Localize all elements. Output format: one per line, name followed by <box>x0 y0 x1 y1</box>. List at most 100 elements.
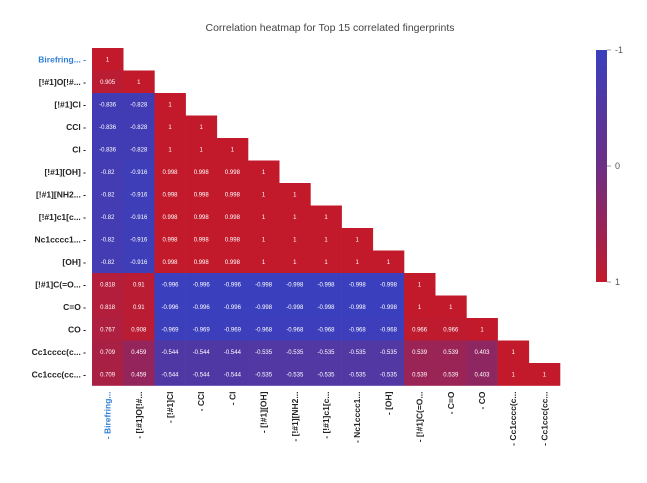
cell-value-label: -0.535 <box>380 372 398 378</box>
cell-value-label: 1 <box>449 305 453 311</box>
cell-value-label: -0.535 <box>255 372 273 378</box>
heatmap-cell <box>216 138 249 161</box>
heatmap-cell <box>185 115 218 139</box>
y-tick-label: [!#1][NH2... - <box>36 189 86 199</box>
colorbar-gradient <box>596 50 607 282</box>
cell-value-label: -0.544 <box>224 350 242 356</box>
heatmap-cell <box>123 228 155 251</box>
heatmap-cell <box>248 250 280 274</box>
heatmap-cell <box>92 228 124 251</box>
cell-value-label: 0.998 <box>225 260 241 266</box>
x-tick-label: - [!#1]c1[c... <box>321 392 331 439</box>
cell-value-label: 0.709 <box>100 372 116 378</box>
heatmap-cell <box>372 250 405 274</box>
heatmap-cell <box>341 228 374 251</box>
heatmap-cell <box>123 160 155 184</box>
heatmap-cell <box>154 318 186 341</box>
heatmap-cell <box>154 183 186 206</box>
cell-value-label: 1 <box>293 237 297 243</box>
cell-value-label: -0.916 <box>130 237 148 243</box>
cell-value-label: 0.905 <box>100 80 116 86</box>
cell-value-label: -0.82 <box>101 237 115 243</box>
cell-value-label: -0.544 <box>224 372 242 378</box>
heatmap-cell <box>279 205 311 229</box>
heatmap-cell <box>123 318 155 341</box>
cell-value-label: -0.82 <box>101 170 115 176</box>
cell-value-label: -0.968 <box>317 327 335 333</box>
heatmap-cell <box>92 93 124 116</box>
cell-value-label: 1 <box>262 237 266 243</box>
cell-value-label: 0.998 <box>162 215 178 221</box>
cell-value-label: 0.459 <box>131 350 147 356</box>
cell-value-label: 1 <box>106 57 110 63</box>
cell-value-label: -0.998 <box>286 282 304 288</box>
cell-value-label: -0.544 <box>193 372 211 378</box>
heatmap-cell <box>248 205 280 229</box>
heatmap-cell <box>497 363 530 386</box>
y-tick-label: CO - <box>68 324 86 334</box>
heatmap-cell <box>216 205 249 229</box>
x-tick-label: - CCl <box>196 392 206 412</box>
heatmap-cell <box>123 295 155 319</box>
heatmap-cell <box>216 340 249 364</box>
heatmap-cell <box>372 363 405 386</box>
y-tick-label: C=O - <box>63 302 86 312</box>
heatmap-cell <box>404 318 436 341</box>
cell-value-label: -0.544 <box>193 350 211 356</box>
cell-value-label: 0.998 <box>194 237 210 243</box>
cell-value-label: -0.82 <box>101 215 115 221</box>
cell-value-label: 0.998 <box>194 260 210 266</box>
y-tick-label: [!#1]O[!#... - <box>39 77 86 87</box>
heatmap-cell <box>185 138 218 161</box>
heatmap-cell <box>154 250 186 274</box>
cell-value-label: -0.916 <box>130 170 148 176</box>
x-tick-label: - [!#1]Cl <box>165 392 175 424</box>
cell-value-label: 0.998 <box>162 192 178 198</box>
cell-value-label: 0.998 <box>162 237 178 243</box>
heatmap-cell <box>123 138 155 161</box>
cell-value-label: -0.969 <box>224 327 242 333</box>
heatmap-cell <box>185 340 218 364</box>
heatmap-cell <box>248 228 280 251</box>
cell-value-label: 0.998 <box>194 192 210 198</box>
heatmap-cell <box>154 138 186 161</box>
cell-value-label: -0.836 <box>99 147 117 153</box>
cell-value-label: 0.998 <box>162 260 178 266</box>
heatmap-cell <box>341 295 374 319</box>
cell-value-label: -0.82 <box>101 260 115 266</box>
cell-value-label: 0.998 <box>194 215 210 221</box>
heatmap-cell <box>310 273 342 296</box>
heatmap-cell <box>123 93 155 116</box>
heatmap-cell <box>185 228 218 251</box>
cell-value-label: 1 <box>512 350 516 356</box>
colorbar-ticks: -1 0 1 <box>607 45 623 287</box>
cell-value-label: 1 <box>262 192 266 198</box>
heatmap-cell <box>123 115 155 139</box>
cell-value-label: 1 <box>418 305 422 311</box>
cell-value-label: 1 <box>200 147 204 153</box>
heatmap-cell <box>154 228 186 251</box>
heatmap-cell <box>248 295 280 319</box>
heatmap-cell <box>123 70 155 94</box>
cell-value-label: 0.998 <box>225 170 241 176</box>
heatmap-cell <box>466 318 498 341</box>
cell-value-label: 0.539 <box>412 350 428 356</box>
heatmap-cell <box>92 48 124 71</box>
heatmap-cell <box>92 363 124 386</box>
cell-value-label: -0.996 <box>193 305 211 311</box>
cell-value-label: 0.818 <box>100 282 116 288</box>
heatmap-cell <box>92 318 124 341</box>
cell-value-label: -0.998 <box>317 282 335 288</box>
cell-value-label: -0.969 <box>161 327 179 333</box>
cell-value-label: 0.818 <box>100 305 116 311</box>
heatmap-cell <box>123 205 155 229</box>
heatmap-cell <box>528 363 561 386</box>
cell-value-label: -0.828 <box>130 125 148 131</box>
heatmap-cell <box>216 183 249 206</box>
heatmap-cell <box>185 295 218 319</box>
heatmap-cell <box>466 340 498 364</box>
cell-value-label: 1 <box>356 260 360 266</box>
heatmap-cell <box>279 228 311 251</box>
cell-value-label: -0.828 <box>130 102 148 108</box>
heatmap-cell <box>341 250 374 274</box>
